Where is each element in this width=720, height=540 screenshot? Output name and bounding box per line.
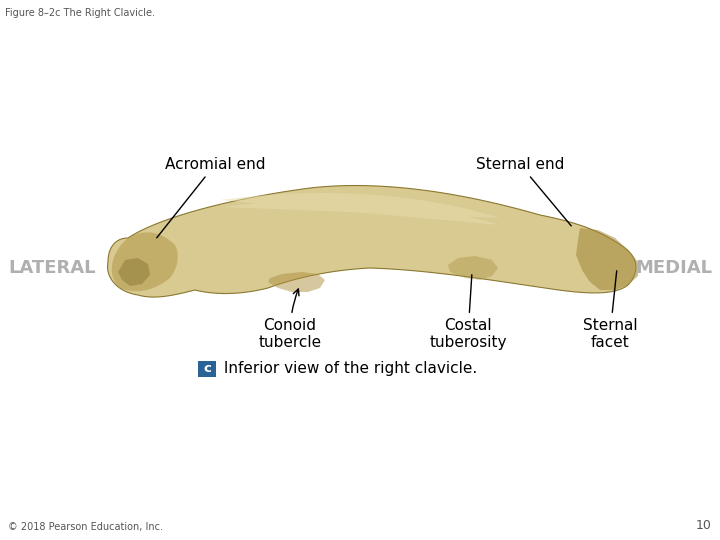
- Text: LATERAL: LATERAL: [8, 259, 96, 277]
- Text: Costal
tuberosity: Costal tuberosity: [429, 275, 507, 350]
- Polygon shape: [220, 193, 500, 225]
- Text: Sternal end: Sternal end: [476, 157, 571, 226]
- Polygon shape: [448, 256, 498, 280]
- Polygon shape: [576, 228, 638, 290]
- Text: c: c: [203, 362, 211, 375]
- Text: Figure 8–2c The Right Clavicle.: Figure 8–2c The Right Clavicle.: [5, 8, 155, 18]
- Polygon shape: [107, 186, 636, 297]
- Text: Conoid
tubercle: Conoid tubercle: [258, 289, 322, 350]
- Text: 10: 10: [696, 519, 712, 532]
- Text: © 2018 Pearson Education, Inc.: © 2018 Pearson Education, Inc.: [8, 522, 163, 532]
- Polygon shape: [268, 272, 325, 292]
- Text: Sternal
facet: Sternal facet: [582, 271, 637, 350]
- Polygon shape: [118, 258, 150, 286]
- Polygon shape: [112, 232, 178, 291]
- FancyBboxPatch shape: [198, 361, 216, 377]
- Text: Inferior view of the right clavicle.: Inferior view of the right clavicle.: [219, 361, 477, 376]
- Text: MEDIAL: MEDIAL: [635, 259, 712, 277]
- Text: Acromial end: Acromial end: [157, 157, 265, 238]
